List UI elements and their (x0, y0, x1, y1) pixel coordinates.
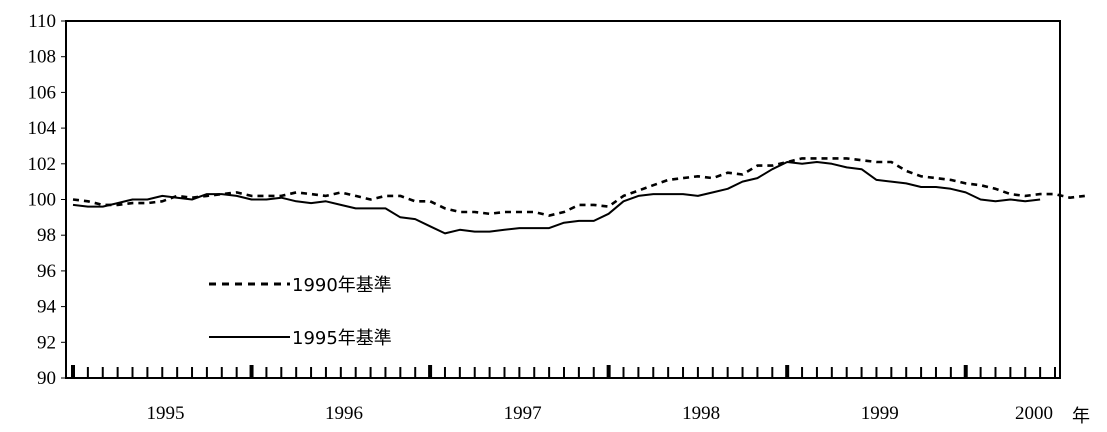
y-tick-label: 90 (37, 368, 56, 389)
y-tick-label: 108 (28, 47, 57, 68)
y-axis: 90 92 94 96 98 100 102 104 106 108 110 (28, 11, 66, 389)
series-layer (72, 157, 1085, 235)
x-tick-label: 1998 (682, 403, 720, 424)
series-line-1990-base (72, 157, 1085, 217)
x-axis: 1995 1996 1997 1998 1999 2000 (71, 365, 1056, 424)
legend: 1990年基準 1995年基準 (209, 275, 392, 349)
y-tick-label: 92 (37, 332, 56, 353)
legend-label: 1995年基準 (292, 328, 392, 349)
x-tick-label: 1995 (147, 403, 185, 424)
x-tick-label: 1997 (504, 403, 542, 424)
x-tick-label: 1996 (325, 403, 363, 424)
x-axis-unit-label: 年 (1072, 406, 1090, 427)
y-tick-label: 102 (28, 154, 57, 175)
y-tick-label: 104 (28, 118, 57, 139)
x-tick-label: 1999 (861, 403, 899, 424)
legend-label: 1990年基準 (292, 275, 392, 296)
plot-area-frame (65, 20, 1061, 379)
y-tick-label: 94 (37, 297, 57, 318)
series-line-1995-base (72, 161, 1041, 235)
y-tick-label: 100 (28, 190, 57, 211)
y-tick-label: 106 (28, 82, 57, 103)
y-tick-label: 98 (37, 225, 56, 246)
y-tick-label: 110 (28, 11, 56, 32)
x-tick-label: 2000 (1015, 403, 1053, 424)
y-tick-label: 96 (37, 261, 56, 282)
